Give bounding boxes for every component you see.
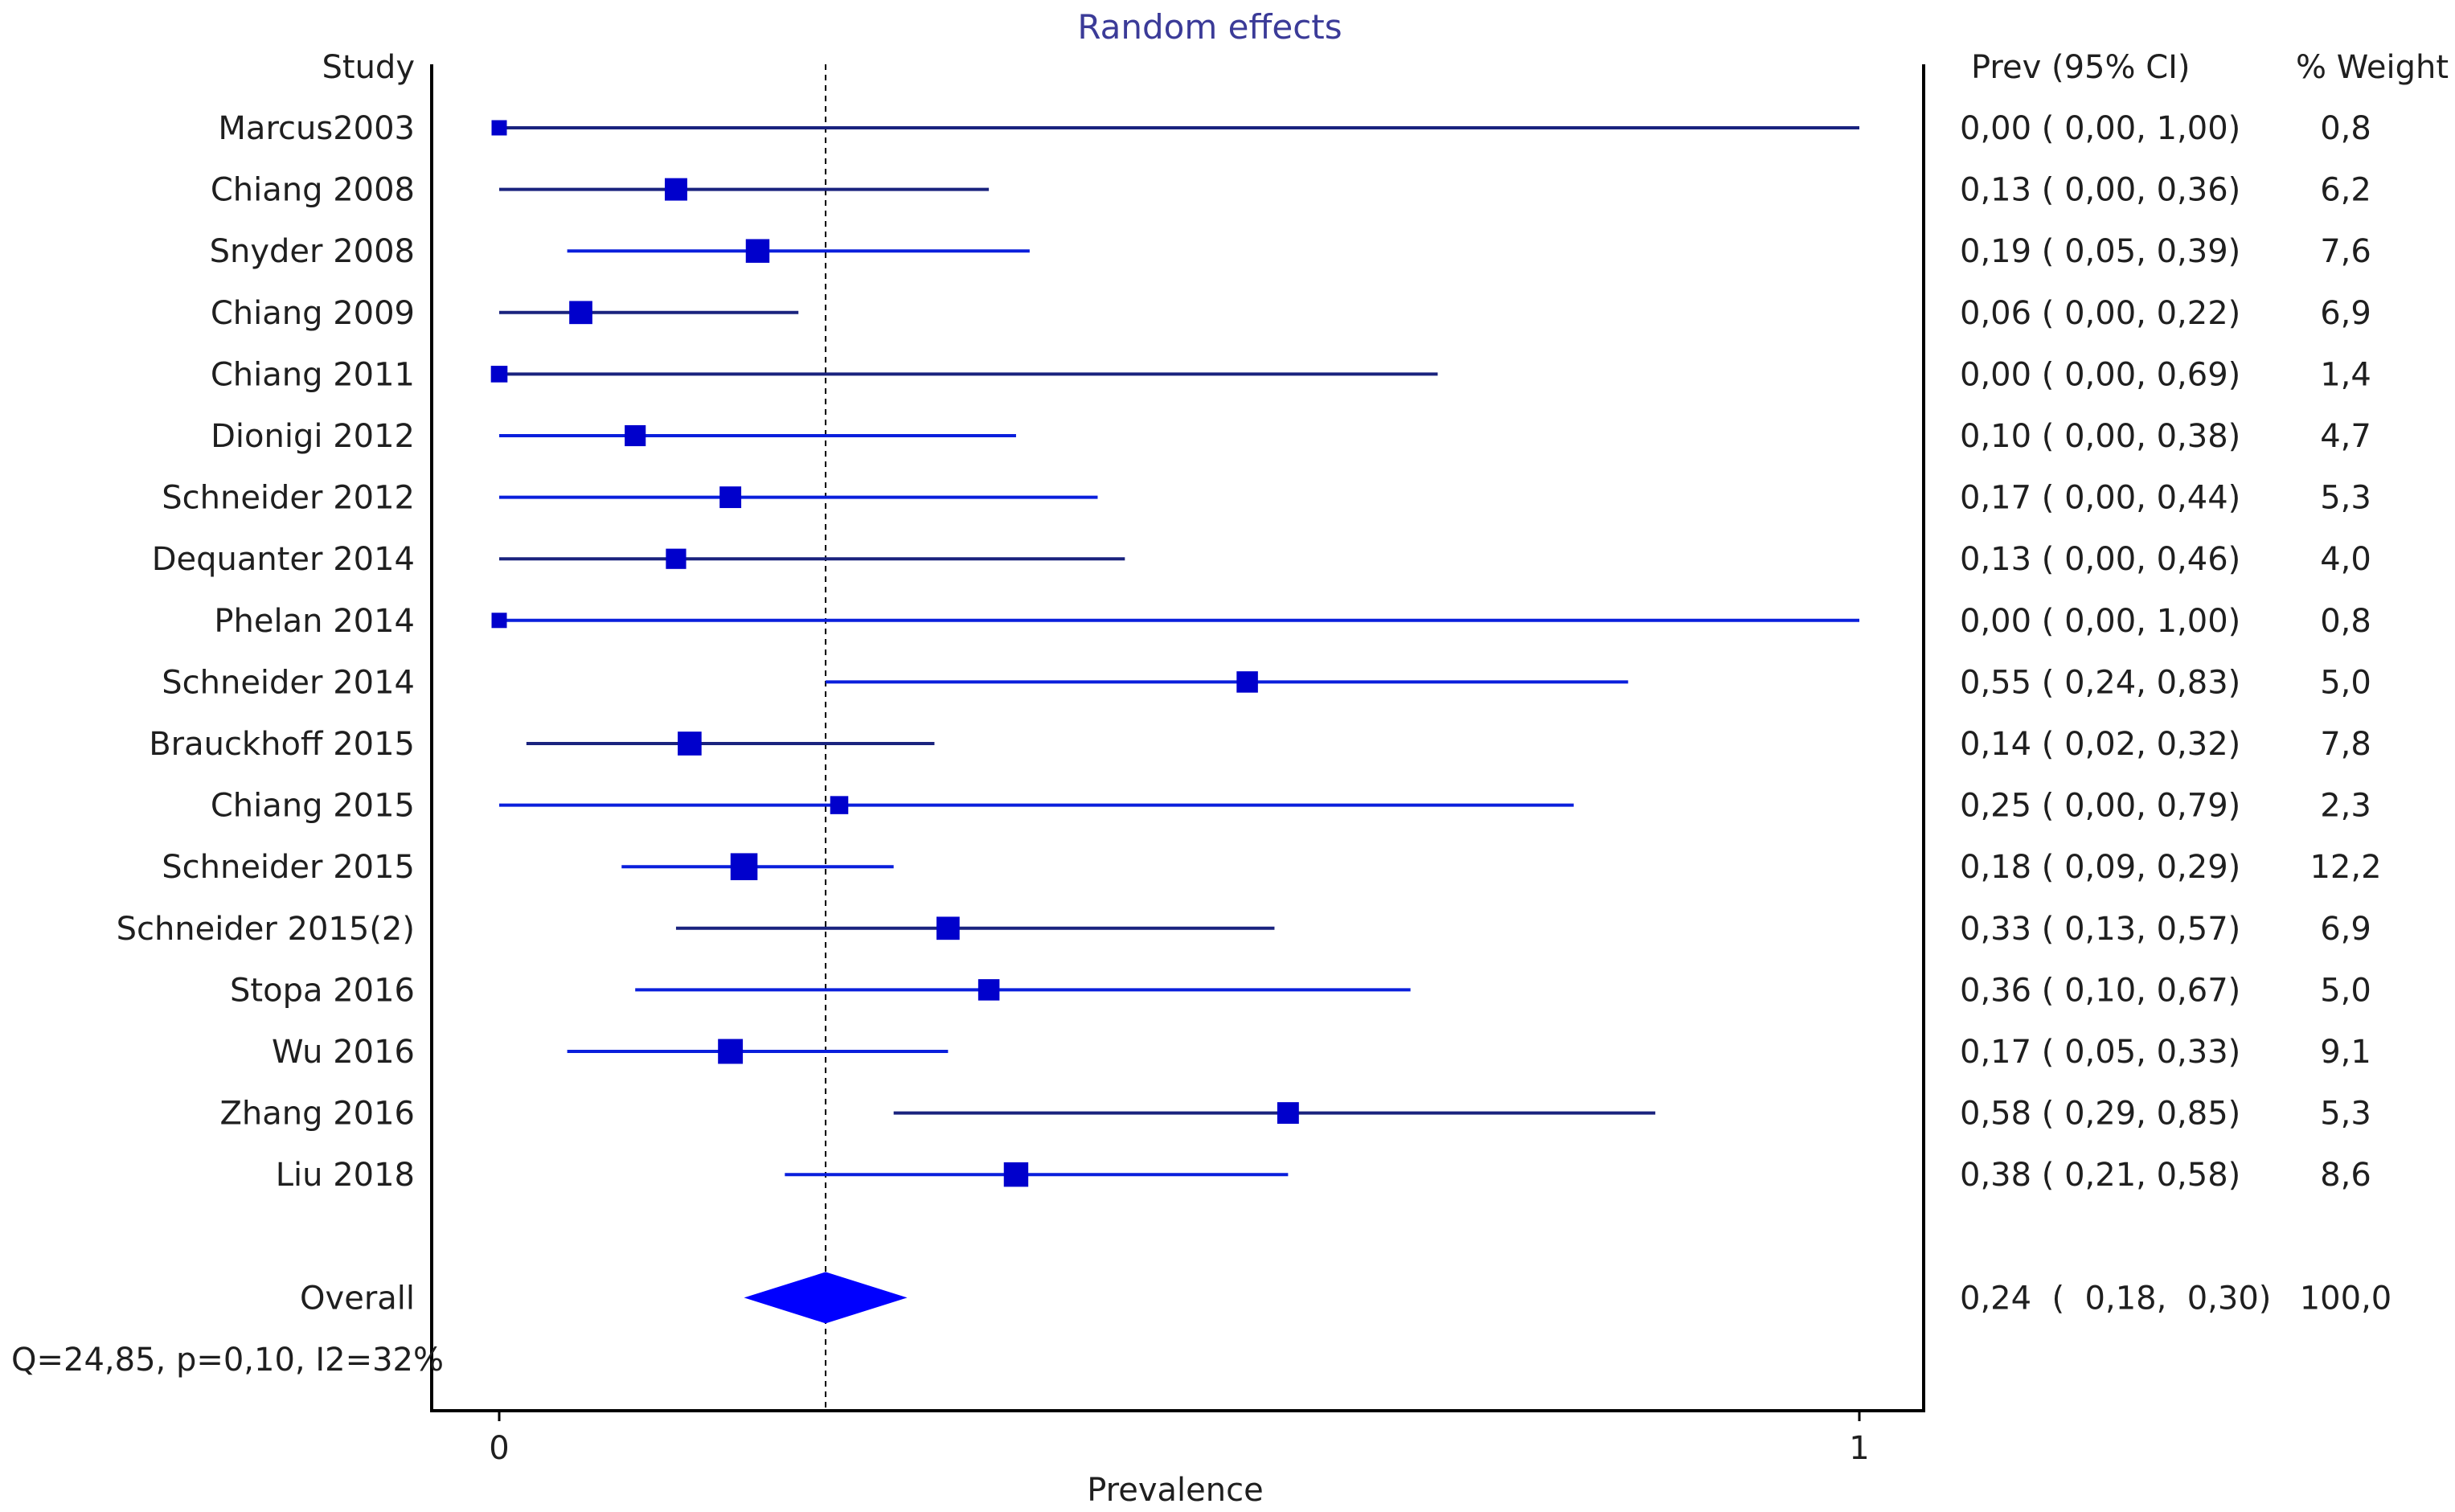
ci-text: 0,33 ( 0,13, 0,57) <box>1960 911 2240 948</box>
plot-frame <box>430 64 1925 1412</box>
point-estimate-marker <box>937 916 960 940</box>
point-estimate-marker <box>664 178 687 201</box>
study-label: Schneider 2014 <box>162 664 415 701</box>
study-marks: Marcus2003 0,00 ( 0,00, 1,00) 0,8 Chiang 20… <box>117 110 2382 1194</box>
point-estimate-marker <box>1277 1102 1299 1125</box>
point-estimate-marker <box>830 796 849 814</box>
point-estimate-marker <box>666 548 686 569</box>
ci-text: 0,36 ( 0,10, 0,67) <box>1960 972 2240 1009</box>
weight-text: 5,3 <box>2320 1096 2371 1133</box>
weight-text: 2,3 <box>2320 788 2371 825</box>
ci-text: 0,00 ( 0,00, 0,69) <box>1960 356 2240 393</box>
weight-text: 5,0 <box>2320 664 2371 701</box>
study-label: Brauckhoff 2015 <box>149 726 415 763</box>
point-estimate-marker <box>569 301 592 325</box>
overall-ci-text: 0,24 ( 0,18, 0,30) <box>1960 1280 2271 1317</box>
study-label: Liu 2018 <box>276 1157 415 1194</box>
study-label: Dionigi 2012 <box>211 418 415 455</box>
study-label: Dequanter 2014 <box>152 541 415 578</box>
weight-text: 4,7 <box>2320 418 2371 455</box>
weight-text: 0,8 <box>2320 110 2371 147</box>
point-estimate-marker <box>625 424 646 447</box>
study-label: Wu 2016 <box>272 1034 415 1071</box>
point-estimate-marker <box>730 853 758 880</box>
ci-text: 0,10 ( 0,00, 0,38) <box>1960 418 2240 455</box>
point-estimate-marker <box>491 613 507 629</box>
weight-text: 6,9 <box>2320 911 2371 948</box>
overall-label: Overall <box>300 1280 415 1317</box>
weight-text: 9,1 <box>2320 1034 2371 1071</box>
overall-diamond <box>744 1272 908 1324</box>
point-estimate-marker <box>490 366 508 383</box>
chart-title: Random effects <box>1077 7 1342 47</box>
x-axis-label: Prevalence <box>1087 1472 1263 1509</box>
ci-text: 0,38 ( 0,21, 0,58) <box>1960 1157 2240 1194</box>
ci-text: 0,58 ( 0,29, 0,85) <box>1960 1096 2240 1133</box>
ci-text: 0,55 ( 0,24, 0,83) <box>1960 664 2240 701</box>
weight-text: 8,6 <box>2320 1157 2371 1194</box>
study-label: Snyder 2008 <box>210 233 415 270</box>
study-label: Phelan 2014 <box>214 603 415 640</box>
weight-text: 6,9 <box>2320 295 2371 332</box>
point-estimate-marker <box>977 979 1000 1001</box>
x-tick-label: 0 <box>489 1430 509 1467</box>
x-tick-label: 1 <box>1849 1430 1869 1467</box>
point-estimate-marker <box>719 486 742 509</box>
study-label: Schneider 2012 <box>162 480 415 517</box>
ci-text: 0,13 ( 0,00, 0,46) <box>1960 541 2240 578</box>
point-estimate-marker <box>1236 671 1258 693</box>
point-estimate-marker <box>1003 1162 1029 1187</box>
point-estimate-marker <box>745 239 770 263</box>
estimate-column-header: Prev (95% CI) <box>1971 49 2191 86</box>
study-label: Chiang 2015 <box>211 788 415 825</box>
overall-weight-text: 100,0 <box>2300 1280 2392 1317</box>
weight-text: 5,3 <box>2320 480 2371 517</box>
weight-text: 1,4 <box>2320 356 2371 393</box>
heterogeneity-stats: Q=24,85, p=0,10, I2=32% <box>11 1342 444 1379</box>
ci-text: 0,18 ( 0,09, 0,29) <box>1960 849 2240 886</box>
study-label: Schneider 2015 <box>162 849 415 886</box>
ci-text: 0,14 ( 0,02, 0,32) <box>1960 726 2240 763</box>
weight-column-header: % Weight <box>2296 49 2449 86</box>
weight-text: 5,0 <box>2320 972 2371 1009</box>
study-label: Stopa 2016 <box>230 972 415 1009</box>
study-column-header: Study <box>322 49 416 86</box>
point-estimate-marker <box>718 1039 744 1064</box>
study-label: Chiang 2008 <box>211 172 415 209</box>
point-estimate-marker <box>678 731 702 756</box>
ci-text: 0,17 ( 0,05, 0,33) <box>1960 1034 2240 1071</box>
ci-text: 0,00 ( 0,00, 1,00) <box>1960 110 2240 147</box>
weight-text: 6,2 <box>2320 172 2371 209</box>
ci-text: 0,06 ( 0,00, 0,22) <box>1960 295 2240 332</box>
weight-text: 0,8 <box>2320 603 2371 640</box>
weight-text: 7,6 <box>2320 233 2371 270</box>
ci-text: 0,25 ( 0,00, 0,79) <box>1960 788 2240 825</box>
study-label: Zhang 2016 <box>219 1096 415 1133</box>
ci-text: 0,13 ( 0,00, 0,36) <box>1960 172 2240 209</box>
weight-text: 7,8 <box>2320 726 2371 763</box>
ci-text: 0,19 ( 0,05, 0,39) <box>1960 233 2240 270</box>
study-label: Chiang 2011 <box>211 356 415 393</box>
study-label: Marcus2003 <box>218 110 415 147</box>
weight-text: 12,2 <box>2310 849 2381 886</box>
ci-text: 0,17 ( 0,00, 0,44) <box>1960 480 2240 517</box>
ci-text: 0,00 ( 0,00, 1,00) <box>1960 603 2240 640</box>
study-label: Chiang 2009 <box>211 295 415 332</box>
study-label: Schneider 2015(2) <box>117 911 415 948</box>
point-estimate-marker <box>491 120 507 136</box>
weight-text: 4,0 <box>2320 541 2371 578</box>
